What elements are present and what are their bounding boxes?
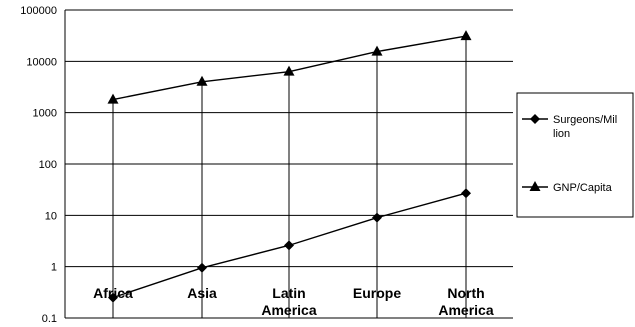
x-category-label: Latin America [261, 285, 316, 318]
legend: Surgeons/Mil lion GNP/Capita [516, 92, 634, 218]
data-point [371, 45, 383, 56]
x-category-label: Asia [187, 285, 217, 301]
x-category-label: Europe [353, 285, 401, 301]
legend-item: Surgeons/Mil lion [522, 114, 617, 140]
data-point [107, 93, 119, 104]
y-tick-label: 10 [45, 210, 57, 222]
y-tick-label: 100 [39, 159, 57, 171]
y-tick-label: 100000 [20, 5, 57, 17]
data-point [283, 65, 295, 76]
drop-lines [112, 36, 467, 318]
data-point [108, 292, 118, 303]
series-layer [107, 30, 472, 303]
data-point [461, 188, 471, 199]
x-category-label: North America [438, 285, 493, 318]
legend-marker [529, 181, 541, 191]
legend-box [516, 92, 634, 218]
data-point [197, 262, 207, 273]
y-axis: 100000 10000 1000 100 10 1 0.1 [20, 5, 66, 325]
data-point [196, 75, 208, 86]
legend-item: GNP/Capita [522, 181, 613, 194]
data-point [372, 212, 382, 223]
legend-marker [530, 114, 540, 124]
series-gnp-per-capita [107, 30, 472, 104]
y-tick-label: 1 [51, 262, 57, 274]
y-tick-label: 1000 [33, 108, 57, 120]
category-labels: Africa Asia Latin America Europe North America [93, 285, 494, 318]
data-point [284, 240, 294, 251]
series-surgeons-per-million [108, 188, 471, 303]
y-tick-label: 10000 [26, 56, 57, 68]
data-point [460, 30, 472, 41]
x-category-label: Africa [93, 285, 133, 301]
legend-label: Surgeons/Mil lion [553, 114, 617, 140]
y-tick-label: 0.1 [42, 313, 57, 325]
legend-label: GNP/Capita [553, 182, 613, 194]
